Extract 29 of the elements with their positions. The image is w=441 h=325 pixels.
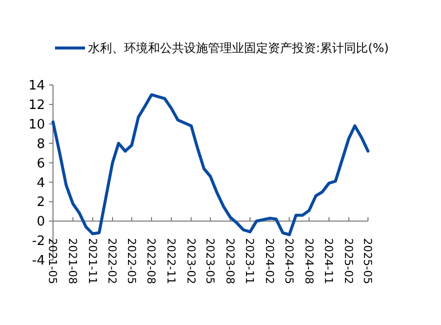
x-tick-label: 2023-11 <box>243 238 256 284</box>
y-tick-label: -4 <box>32 254 45 269</box>
y-tick-label: 14 <box>28 78 45 94</box>
y-tick-label: 10 <box>28 117 45 132</box>
y-tick-label: 12 <box>28 98 45 113</box>
x-tick-label: 2024-11 <box>322 238 336 284</box>
y-tick-label: 0 <box>36 214 45 230</box>
x-tick-label: 2023-05 <box>204 238 217 284</box>
x-tick-label: 2021-11 <box>86 238 99 284</box>
y-tick-label: 6 <box>36 156 45 172</box>
y-tick-label: 8 <box>36 136 45 152</box>
y-tick-label: 4 <box>36 176 45 191</box>
x-tick-label: 2022-11 <box>164 238 178 284</box>
y-tick-label: 2 <box>36 195 45 210</box>
x-tick-label: 2025-05 <box>361 238 374 284</box>
x-tick-label: 2024-05 <box>282 238 296 284</box>
x-tick-label: 2023-02 <box>184 238 198 284</box>
x-tick-label: 2021-05 <box>46 238 60 284</box>
x-tick-label: 2021-08 <box>66 238 79 284</box>
x-tick-label: 2022-05 <box>124 238 138 284</box>
x-tick-label: 2024-08 <box>302 238 316 284</box>
x-tick-label: 2023-08 <box>223 238 236 284</box>
x-tick-label: 2024-02 <box>263 238 276 284</box>
x-tick-label: 2025-02 <box>342 238 355 284</box>
y-tick-label: -2 <box>32 234 45 250</box>
line-series <box>52 93 370 236</box>
x-tick-label: 2022-08 <box>144 238 158 284</box>
legend-label: 水利、环境和公共设施管理业固定资产投资:累计同比(%) <box>88 41 389 56</box>
x-tick-label: 2022-02 <box>106 238 119 284</box>
